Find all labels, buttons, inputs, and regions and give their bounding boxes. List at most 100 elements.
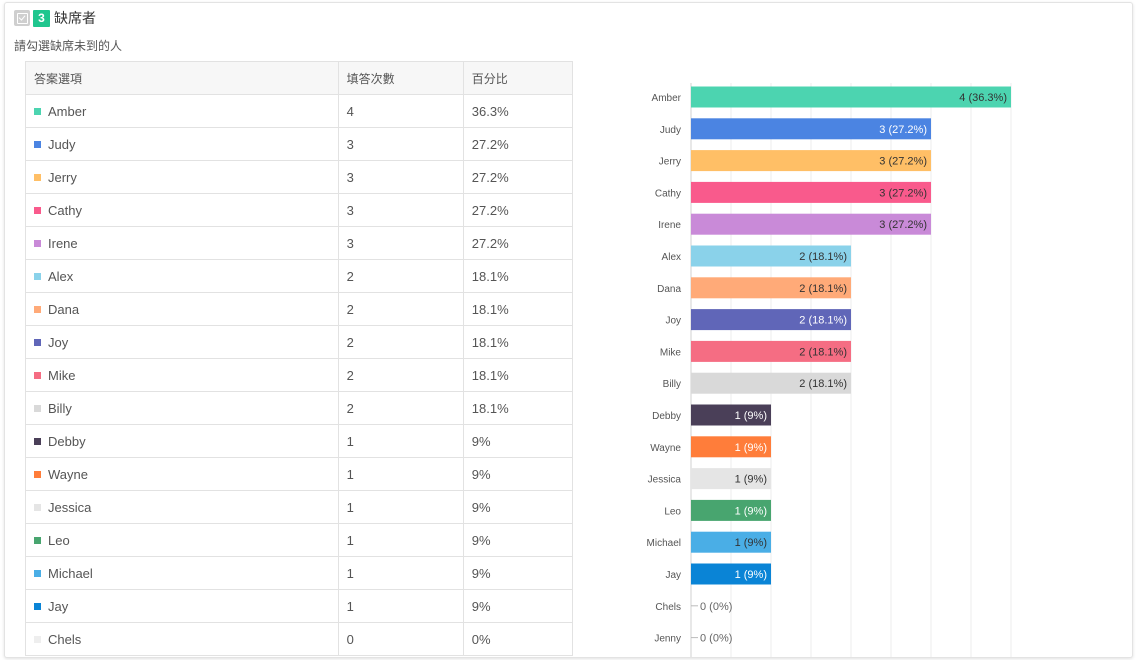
category-label: Dana bbox=[657, 284, 681, 295]
option-cell: Chels bbox=[25, 622, 339, 656]
category-label: Alex bbox=[662, 252, 681, 263]
percent-cell: 0% bbox=[462, 622, 574, 656]
table-row: Jay 1 9% bbox=[25, 589, 574, 623]
data-label: 1 (9%) bbox=[735, 505, 767, 517]
bar[interactable] bbox=[691, 436, 771, 458]
percent-cell: 9% bbox=[462, 457, 574, 491]
option-label: Amber bbox=[48, 103, 87, 119]
question-number-badge: 3 bbox=[33, 9, 50, 27]
option-cell: Alex bbox=[25, 259, 339, 293]
count-cell: 1 bbox=[337, 490, 464, 524]
table-row: Billy 2 18.1% bbox=[25, 391, 574, 425]
data-label: 3 (27.2%) bbox=[879, 124, 927, 136]
data-label: 2 (18.1%) bbox=[799, 346, 847, 358]
count-cell: 1 bbox=[337, 523, 464, 557]
data-label: 2 (18.1%) bbox=[799, 251, 847, 263]
bar[interactable] bbox=[691, 277, 851, 299]
checkbox-icon[interactable] bbox=[14, 10, 30, 26]
count-cell: 4 bbox=[337, 94, 464, 128]
category-label: Judy bbox=[660, 125, 681, 136]
bar[interactable] bbox=[691, 531, 771, 553]
percent-cell: 9% bbox=[462, 490, 574, 524]
table-header-row: 答案選項 填答次數 百分比 bbox=[25, 61, 574, 95]
data-label: 3 (27.2%) bbox=[879, 156, 927, 168]
table-row: Mike 2 18.1% bbox=[25, 358, 574, 392]
percent-cell: 9% bbox=[462, 556, 574, 590]
option-cell: Irene bbox=[25, 226, 339, 260]
percent-cell: 18.1% bbox=[462, 325, 574, 359]
option-cell: Judy bbox=[25, 127, 339, 161]
percent-cell: 27.2% bbox=[462, 193, 574, 227]
count-cell: 2 bbox=[337, 292, 464, 326]
table-row: Amber 4 36.3% bbox=[25, 94, 574, 128]
color-swatch bbox=[34, 536, 41, 544]
option-label: Jerry bbox=[48, 169, 77, 185]
count-cell: 3 bbox=[337, 193, 464, 227]
category-label: Debby bbox=[652, 411, 681, 422]
table-row: Joy 2 18.1% bbox=[25, 325, 574, 359]
data-label: 2 (18.1%) bbox=[799, 283, 847, 295]
category-label: Cathy bbox=[655, 188, 681, 199]
count-cell: 3 bbox=[337, 226, 464, 260]
category-label: Irene bbox=[658, 220, 681, 231]
option-cell: Dana bbox=[25, 292, 339, 326]
option-label: Leo bbox=[48, 532, 70, 548]
color-swatch bbox=[34, 338, 41, 346]
bar[interactable] bbox=[691, 563, 771, 585]
option-cell: Amber bbox=[25, 94, 339, 128]
option-label: Cathy bbox=[48, 202, 82, 218]
color-swatch bbox=[34, 635, 41, 643]
option-label: Joy bbox=[48, 334, 69, 350]
category-label: Wayne bbox=[650, 443, 681, 454]
option-label: Irene bbox=[48, 235, 78, 251]
color-swatch bbox=[34, 437, 41, 445]
bar[interactable] bbox=[691, 340, 851, 362]
bar[interactable] bbox=[691, 245, 851, 267]
color-swatch bbox=[34, 470, 41, 478]
option-cell: Wayne bbox=[25, 457, 339, 491]
bar[interactable] bbox=[691, 309, 851, 331]
count-cell: 0 bbox=[337, 622, 464, 656]
color-swatch bbox=[34, 371, 41, 379]
count-cell: 1 bbox=[337, 589, 464, 623]
category-label: Amber bbox=[652, 93, 682, 104]
category-label: Joy bbox=[665, 316, 681, 327]
bar[interactable] bbox=[691, 404, 771, 426]
bar[interactable] bbox=[691, 150, 931, 172]
table-row: Leo 1 9% bbox=[25, 523, 574, 557]
data-label: 2 (18.1%) bbox=[799, 315, 847, 327]
bar[interactable] bbox=[691, 118, 931, 140]
percent-cell: 18.1% bbox=[462, 391, 574, 425]
bar[interactable] bbox=[691, 213, 931, 235]
category-label: Billy bbox=[663, 379, 681, 390]
question-card: 3 缺席者 請勾選缺席未到的人 答案選項 填答次數 百分比 Amber 4 36.3… bbox=[4, 2, 1133, 658]
percent-cell: 18.1% bbox=[462, 292, 574, 326]
option-cell: Jerry bbox=[25, 160, 339, 194]
header-percent: 百分比 bbox=[462, 61, 574, 95]
question-title: 缺席者 bbox=[54, 10, 96, 26]
bar[interactable] bbox=[691, 499, 771, 521]
table-row: Irene 3 27.2% bbox=[25, 226, 574, 260]
table-row: Jerry 3 27.2% bbox=[25, 160, 574, 194]
bar[interactable] bbox=[691, 468, 771, 490]
color-swatch bbox=[34, 503, 41, 511]
header-count: 填答次數 bbox=[337, 61, 464, 95]
table-row: Cathy 3 27.2% bbox=[25, 193, 574, 227]
bar[interactable] bbox=[691, 86, 1011, 108]
table-row: Debby 1 9% bbox=[25, 424, 574, 458]
data-label: 1 (9%) bbox=[735, 442, 767, 454]
data-label: 0 (0%) bbox=[700, 633, 732, 645]
color-swatch bbox=[34, 107, 41, 115]
bar[interactable] bbox=[691, 181, 931, 203]
category-label: Mike bbox=[660, 347, 682, 358]
color-swatch bbox=[34, 173, 41, 181]
count-cell: 1 bbox=[337, 424, 464, 458]
count-cell: 3 bbox=[337, 127, 464, 161]
percent-cell: 18.1% bbox=[462, 358, 574, 392]
category-label: Jay bbox=[665, 570, 681, 581]
bar[interactable] bbox=[691, 372, 851, 394]
data-label: 4 (36.3%) bbox=[959, 92, 1007, 104]
option-cell: Jay bbox=[25, 589, 339, 623]
count-cell: 1 bbox=[337, 457, 464, 491]
option-cell: Debby bbox=[25, 424, 339, 458]
